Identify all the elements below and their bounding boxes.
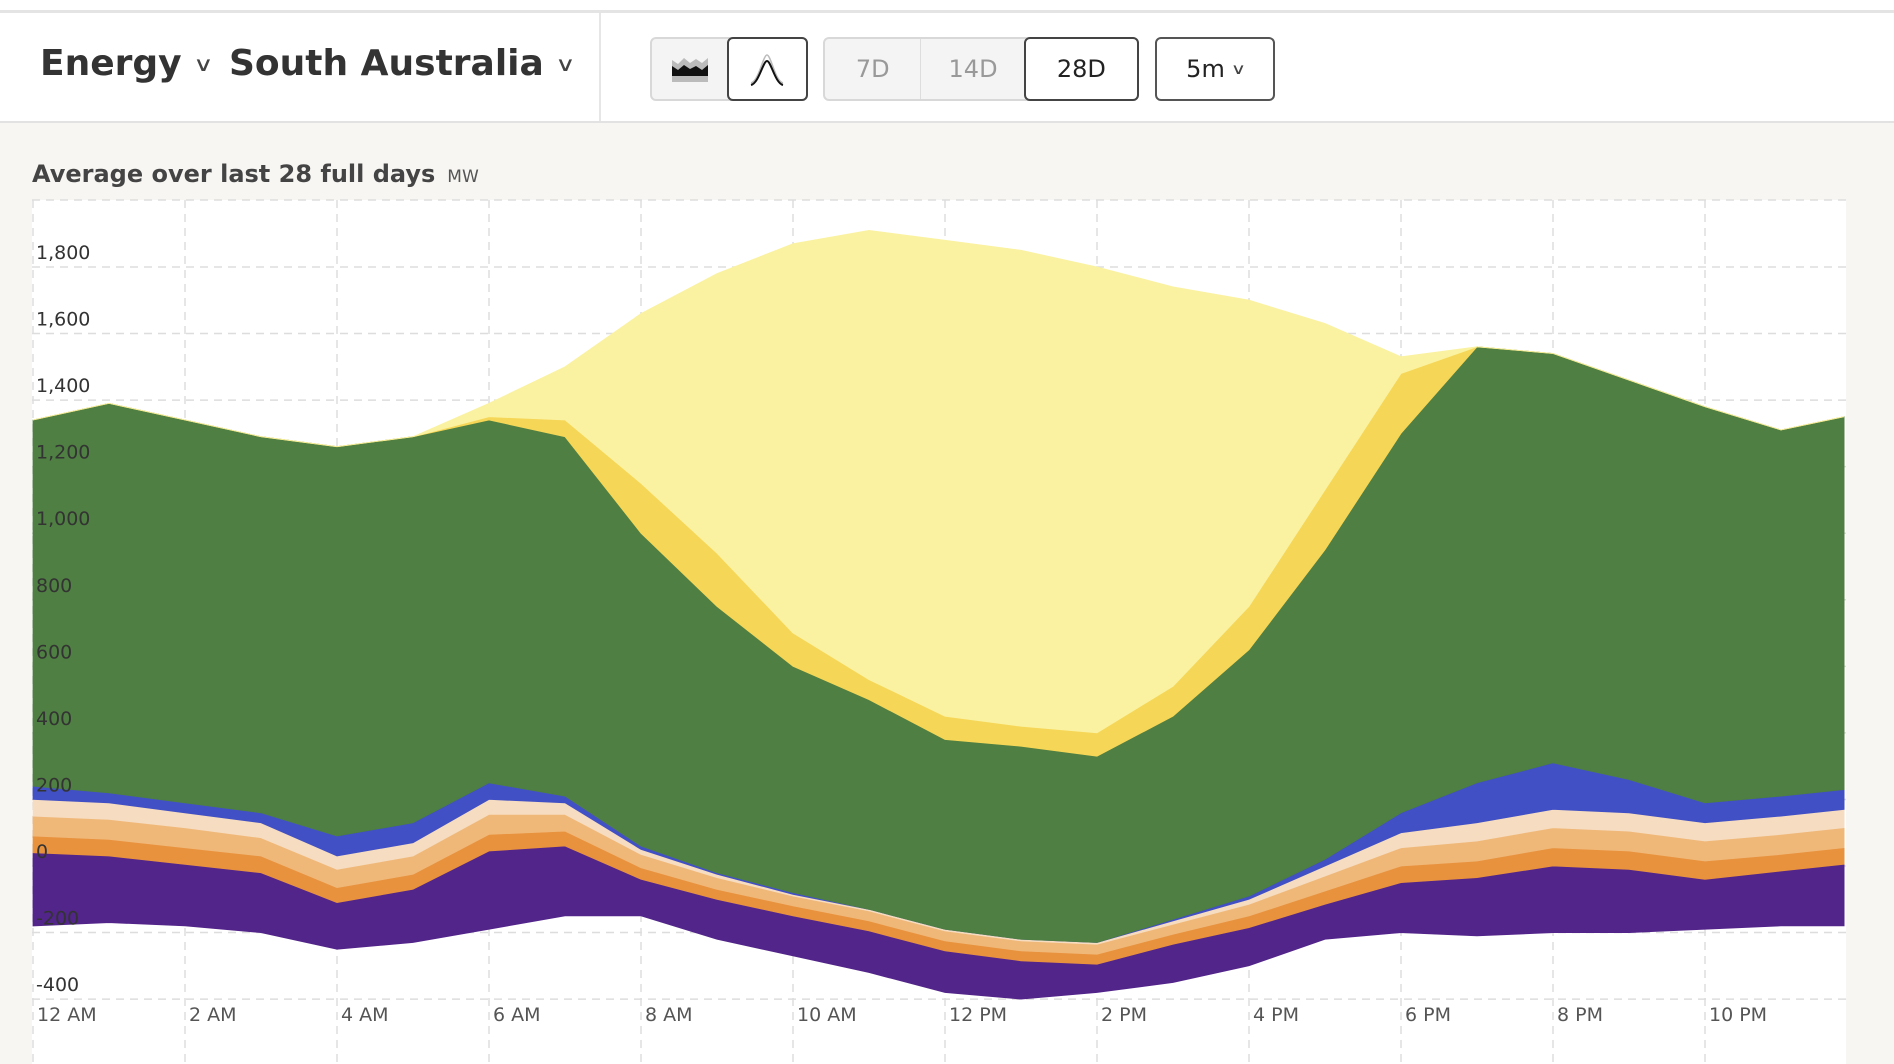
x-tick-label: 6 PM [1405, 1004, 1451, 1026]
line-curve-icon [750, 54, 784, 86]
interval-label: 5m [1186, 55, 1225, 83]
region-dropdown[interactable]: South Australia ∨ [229, 43, 576, 84]
x-tick-label: 2 PM [1101, 1004, 1147, 1026]
x-tick-label: 6 AM [493, 1004, 541, 1026]
chart-title-text: Average over last 28 full days [32, 160, 436, 188]
chart-unit: MW [447, 167, 479, 187]
range-7d-button[interactable]: 7D [825, 39, 922, 99]
y-tick-label: 1,600 [36, 309, 90, 331]
x-tick-label: 8 AM [645, 1004, 693, 1026]
y-tick-label: 800 [36, 575, 72, 597]
y-tick-label: 1,800 [36, 242, 90, 264]
y-tick-label: -400 [36, 974, 79, 996]
metric-dropdown[interactable]: Energy ∨ [40, 43, 214, 84]
region-label: South Australia [229, 43, 544, 84]
header-divider [599, 13, 601, 121]
range-toggle: 7D 14D 28D [823, 37, 1139, 101]
toolbar: Energy ∨ South Australia ∨ 7D 14D 28D 5m… [0, 13, 1894, 123]
x-tick-label: 10 AM [797, 1004, 857, 1026]
y-tick-label: 200 [36, 774, 72, 796]
y-tick-label: 0 [36, 841, 48, 863]
chevron-down-icon: ∨ [554, 51, 576, 76]
interval-dropdown[interactable]: 5m ∨ [1155, 37, 1275, 101]
chart-type-toggle [650, 37, 808, 101]
y-tick-label: -200 [36, 908, 79, 930]
line-chart-button[interactable] [726, 37, 808, 101]
x-tick-label: 12 PM [949, 1004, 1007, 1026]
range-28d-button[interactable]: 28D [1023, 37, 1139, 101]
top-border [0, 0, 1894, 13]
y-tick-label: 1,200 [36, 442, 90, 464]
chevron-down-icon: ∨ [192, 51, 214, 76]
metric-label: Energy [40, 43, 182, 84]
chevron-down-icon: ∨ [1230, 60, 1247, 78]
y-tick-label: 1,400 [36, 375, 90, 397]
x-tick-label: 10 PM [1709, 1004, 1767, 1026]
y-tick-label: 600 [36, 641, 72, 663]
x-tick-label: 12 AM [37, 1004, 97, 1026]
range-14d-button[interactable]: 14D [921, 39, 1026, 99]
x-tick-label: 2 AM [189, 1004, 237, 1026]
area-series-7 [32, 229, 1845, 734]
chart-title: Average over last 28 full days MW [32, 160, 479, 188]
y-tick-label: 1,000 [36, 508, 90, 530]
stacked-area-icon [671, 58, 708, 82]
x-tick-label: 4 PM [1253, 1004, 1299, 1026]
x-tick-label: 4 AM [341, 1004, 389, 1026]
y-tick-label: 400 [36, 708, 72, 730]
x-tick-label: 8 PM [1557, 1004, 1603, 1026]
